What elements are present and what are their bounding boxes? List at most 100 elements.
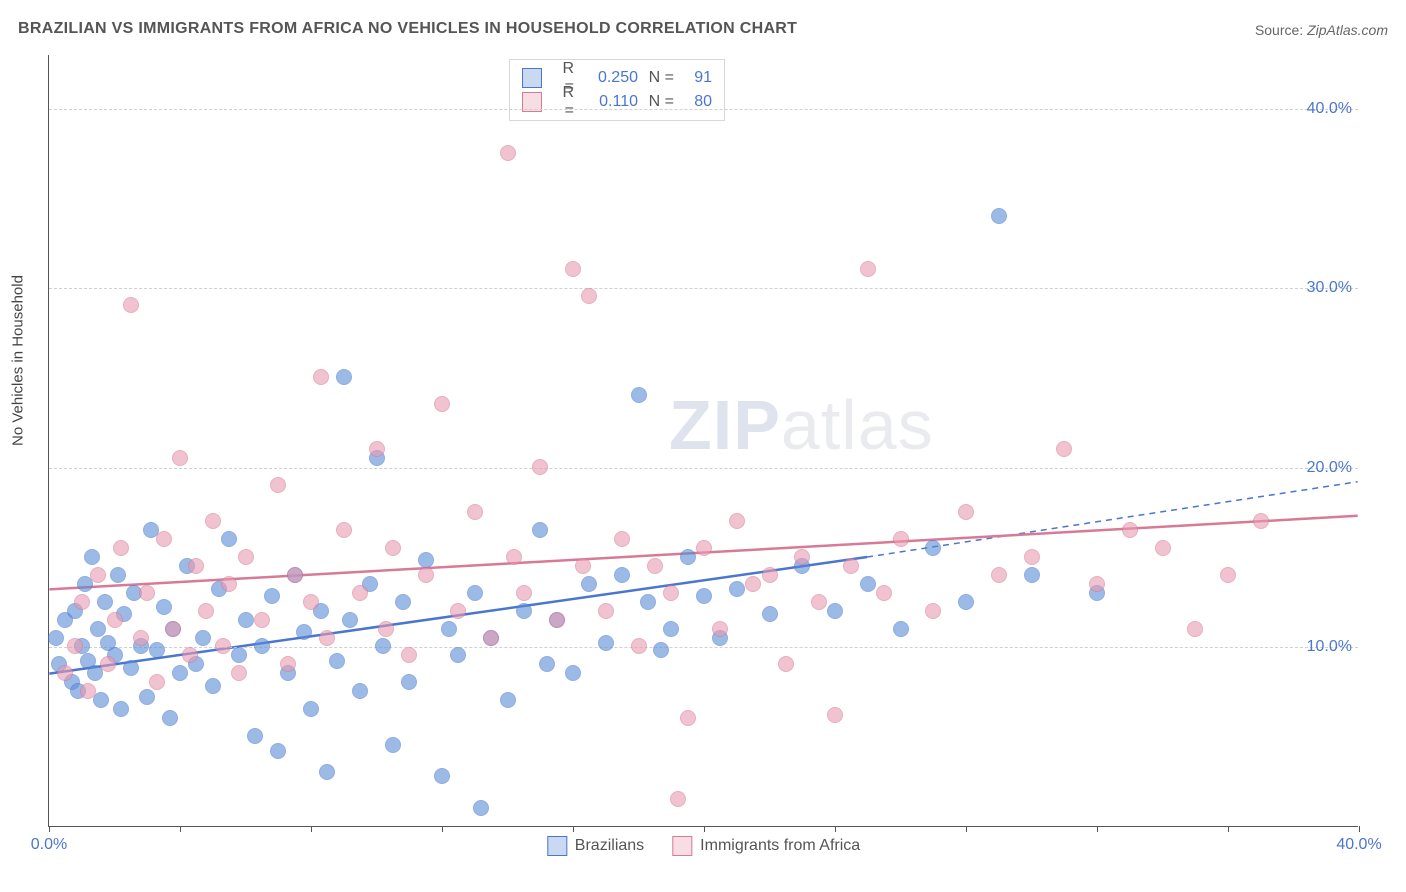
data-point-africa	[860, 261, 876, 277]
data-point-africa	[893, 531, 909, 547]
data-point-africa	[614, 531, 630, 547]
data-point-africa	[156, 531, 172, 547]
data-point-brazilians	[696, 588, 712, 604]
data-point-brazilians	[172, 665, 188, 681]
data-point-brazilians	[93, 692, 109, 708]
data-point-africa	[369, 441, 385, 457]
r-label: R =	[550, 84, 574, 120]
data-point-africa	[745, 576, 761, 592]
data-point-brazilians	[473, 800, 489, 816]
data-point-africa	[575, 558, 591, 574]
data-point-brazilians	[581, 576, 597, 592]
data-point-africa	[90, 567, 106, 583]
data-point-africa	[378, 621, 394, 637]
data-point-brazilians	[532, 522, 548, 538]
data-point-africa	[215, 638, 231, 654]
data-point-africa	[188, 558, 204, 574]
data-point-brazilians	[48, 630, 64, 646]
data-point-brazilians	[598, 635, 614, 651]
data-point-africa	[516, 585, 532, 601]
data-point-africa	[221, 576, 237, 592]
x-tick	[1097, 826, 1098, 832]
data-point-africa	[182, 647, 198, 663]
data-point-brazilians	[893, 621, 909, 637]
data-point-brazilians	[303, 701, 319, 717]
data-point-brazilians	[640, 594, 656, 610]
data-point-africa	[712, 621, 728, 637]
data-point-africa	[827, 707, 843, 723]
data-point-africa	[958, 504, 974, 520]
data-point-africa	[80, 683, 96, 699]
legend-swatch	[522, 68, 542, 88]
data-point-brazilians	[342, 612, 358, 628]
data-point-brazilians	[254, 638, 270, 654]
data-point-brazilians	[653, 642, 669, 658]
data-point-africa	[205, 513, 221, 529]
data-point-brazilians	[247, 728, 263, 744]
data-point-africa	[254, 612, 270, 628]
data-point-africa	[991, 567, 1007, 583]
data-point-brazilians	[139, 689, 155, 705]
data-point-brazilians	[352, 683, 368, 699]
x-tick	[442, 826, 443, 832]
x-tick	[573, 826, 574, 832]
data-point-africa	[794, 549, 810, 565]
data-point-africa	[172, 450, 188, 466]
data-point-brazilians	[329, 653, 345, 669]
data-point-brazilians	[1024, 567, 1040, 583]
data-point-africa	[133, 630, 149, 646]
data-point-brazilians	[162, 710, 178, 726]
data-point-africa	[778, 656, 794, 672]
data-point-africa	[123, 297, 139, 313]
data-point-brazilians	[270, 743, 286, 759]
data-point-brazilians	[925, 540, 941, 556]
y-tick-label: 40.0%	[1307, 100, 1352, 118]
data-point-africa	[319, 630, 335, 646]
data-point-africa	[149, 674, 165, 690]
data-point-africa	[631, 638, 647, 654]
n-label: N =	[646, 69, 674, 87]
data-point-brazilians	[231, 647, 247, 663]
data-point-africa	[500, 145, 516, 161]
x-tick	[835, 826, 836, 832]
data-point-brazilians	[827, 603, 843, 619]
data-point-africa	[385, 540, 401, 556]
data-point-brazilians	[680, 549, 696, 565]
data-point-africa	[165, 621, 181, 637]
legend-swatch	[672, 836, 692, 856]
y-axis-label: No Vehicles in Household	[10, 275, 27, 446]
trend-lines-svg	[49, 55, 1358, 826]
x-tick	[1228, 826, 1229, 832]
data-point-africa	[352, 585, 368, 601]
x-tick	[704, 826, 705, 832]
data-point-africa	[670, 791, 686, 807]
legend-item-africa: Immigrants from Africa	[672, 836, 860, 856]
gridline	[49, 647, 1358, 648]
data-point-brazilians	[84, 549, 100, 565]
data-point-africa	[729, 513, 745, 529]
data-point-africa	[762, 567, 778, 583]
gridline	[49, 109, 1358, 110]
data-point-brazilians	[729, 581, 745, 597]
data-point-africa	[1253, 513, 1269, 529]
data-point-africa	[418, 567, 434, 583]
data-point-brazilians	[434, 768, 450, 784]
y-tick-label: 30.0%	[1307, 279, 1352, 297]
gridline	[49, 468, 1358, 469]
source-value: ZipAtlas.com	[1307, 22, 1388, 38]
data-point-africa	[843, 558, 859, 574]
data-point-brazilians	[123, 660, 139, 676]
gridline	[49, 288, 1358, 289]
legend-label: Brazilians	[575, 837, 644, 855]
data-point-africa	[57, 665, 73, 681]
chart-title: BRAZILIAN VS IMMIGRANTS FROM AFRICA NO V…	[18, 20, 797, 38]
data-point-africa	[100, 656, 116, 672]
data-point-africa	[876, 585, 892, 601]
data-point-brazilians	[156, 599, 172, 615]
data-point-africa	[1220, 567, 1236, 583]
legend-row-africa: R =0.110N =80	[522, 90, 712, 114]
data-point-africa	[336, 522, 352, 538]
legend-item-brazilians: Brazilians	[547, 836, 644, 856]
data-point-brazilians	[90, 621, 106, 637]
data-point-africa	[113, 540, 129, 556]
